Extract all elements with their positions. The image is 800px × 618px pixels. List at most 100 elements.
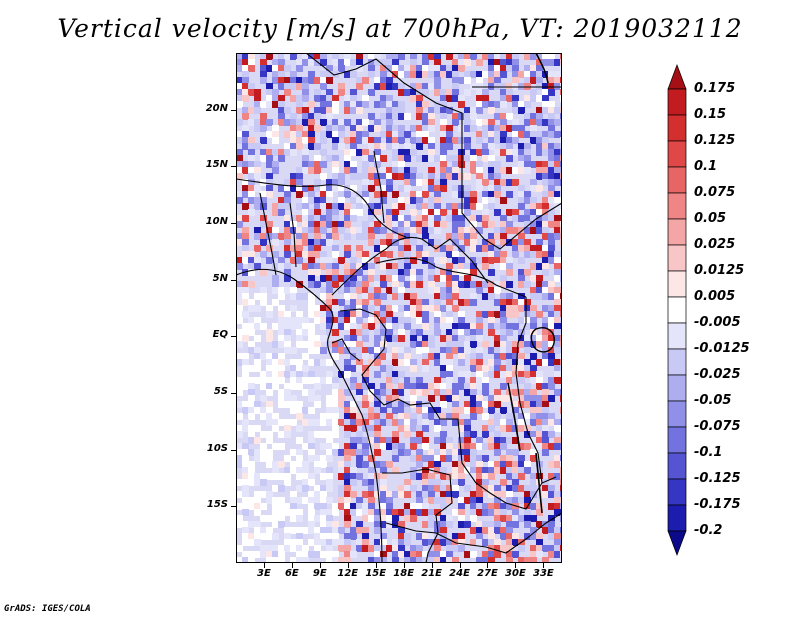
field-cell (344, 485, 351, 492)
field-cell (308, 527, 315, 534)
lat-tick-mark (231, 166, 236, 168)
field-cell (464, 119, 471, 126)
field-cell (518, 335, 525, 342)
field-cell (308, 185, 315, 192)
field-cell (350, 383, 357, 390)
field-cell (332, 209, 339, 216)
field-cell (350, 491, 357, 498)
field-cell (344, 467, 351, 474)
field-cell (272, 515, 279, 522)
field-cell (314, 161, 321, 168)
map-panel[interactable] (236, 53, 562, 563)
field-cell (332, 509, 339, 516)
field-cell (344, 443, 351, 450)
field-cell (410, 515, 417, 522)
field-cell (272, 239, 279, 246)
field-cell (362, 167, 369, 174)
field-cell (356, 419, 363, 426)
field-cell (500, 329, 507, 336)
field-cell (326, 311, 333, 318)
field-cell (488, 521, 495, 528)
field-cell (476, 521, 483, 528)
field-cell (254, 317, 261, 324)
field-cell (548, 107, 555, 114)
field-cell (482, 293, 489, 300)
field-cell (488, 485, 495, 492)
field-cell (488, 437, 495, 444)
field-cell (404, 71, 411, 78)
field-cell (290, 359, 297, 366)
field-cell (536, 467, 543, 474)
field-cell (266, 185, 273, 192)
field-cell (308, 191, 315, 198)
field-cell (494, 431, 501, 438)
field-cell (440, 275, 447, 282)
field-cell (362, 503, 369, 510)
field-cell (524, 317, 531, 324)
field-cell (380, 185, 387, 192)
field-cell (536, 71, 543, 78)
field-cell (542, 263, 549, 270)
field-cell (536, 509, 543, 516)
field-cell (296, 215, 303, 222)
field-cell (236, 341, 243, 348)
field-cell (542, 209, 549, 216)
field-cell (488, 323, 495, 330)
field-cell (482, 149, 489, 156)
field-cell (308, 443, 315, 450)
field-cell (530, 221, 537, 228)
field-cell (368, 455, 375, 462)
field-cell (350, 335, 357, 342)
field-cell (494, 509, 501, 516)
velocity-field-map[interactable] (236, 53, 562, 563)
field-cell (266, 179, 273, 186)
field-cell (524, 239, 531, 246)
field-cell (494, 125, 501, 132)
field-cell (386, 83, 393, 90)
field-cell (500, 101, 507, 108)
field-cell (554, 251, 561, 258)
field-cell (254, 95, 261, 102)
field-cell (548, 161, 555, 168)
field-cell (380, 311, 387, 318)
field-cell (536, 287, 543, 294)
lat-tick-label: 5N (212, 272, 228, 284)
field-cell (470, 359, 477, 366)
field-cell (452, 191, 459, 198)
field-cell (242, 179, 249, 186)
field-cell (272, 383, 279, 390)
field-cell (284, 89, 291, 96)
field-cell (446, 311, 453, 318)
field-cell (242, 527, 249, 534)
field-cell (398, 185, 405, 192)
field-cell (518, 473, 525, 480)
field-cell (530, 179, 537, 186)
field-cell (548, 221, 555, 228)
field-cell (464, 239, 471, 246)
field-cell (326, 197, 333, 204)
field-cell (476, 377, 483, 384)
field-cell (488, 101, 495, 108)
field-cell (242, 143, 249, 150)
field-cell (380, 557, 387, 563)
field-cell (374, 413, 381, 420)
field-cell (344, 419, 351, 426)
field-cell (320, 137, 327, 144)
field-cell (236, 449, 243, 456)
field-cell (242, 83, 249, 90)
field-cell (518, 299, 525, 306)
field-cell (386, 287, 393, 294)
field-cell (242, 401, 249, 408)
field-cell (266, 233, 273, 240)
field-cell (422, 101, 429, 108)
field-cell (326, 89, 333, 96)
field-cell (518, 275, 525, 282)
field-cell (272, 371, 279, 378)
field-cell (326, 257, 333, 264)
field-cell (374, 437, 381, 444)
field-cell (296, 527, 303, 534)
field-cell (386, 173, 393, 180)
field-cell (332, 221, 339, 228)
field-cell (272, 281, 279, 288)
field-cell (266, 515, 273, 522)
